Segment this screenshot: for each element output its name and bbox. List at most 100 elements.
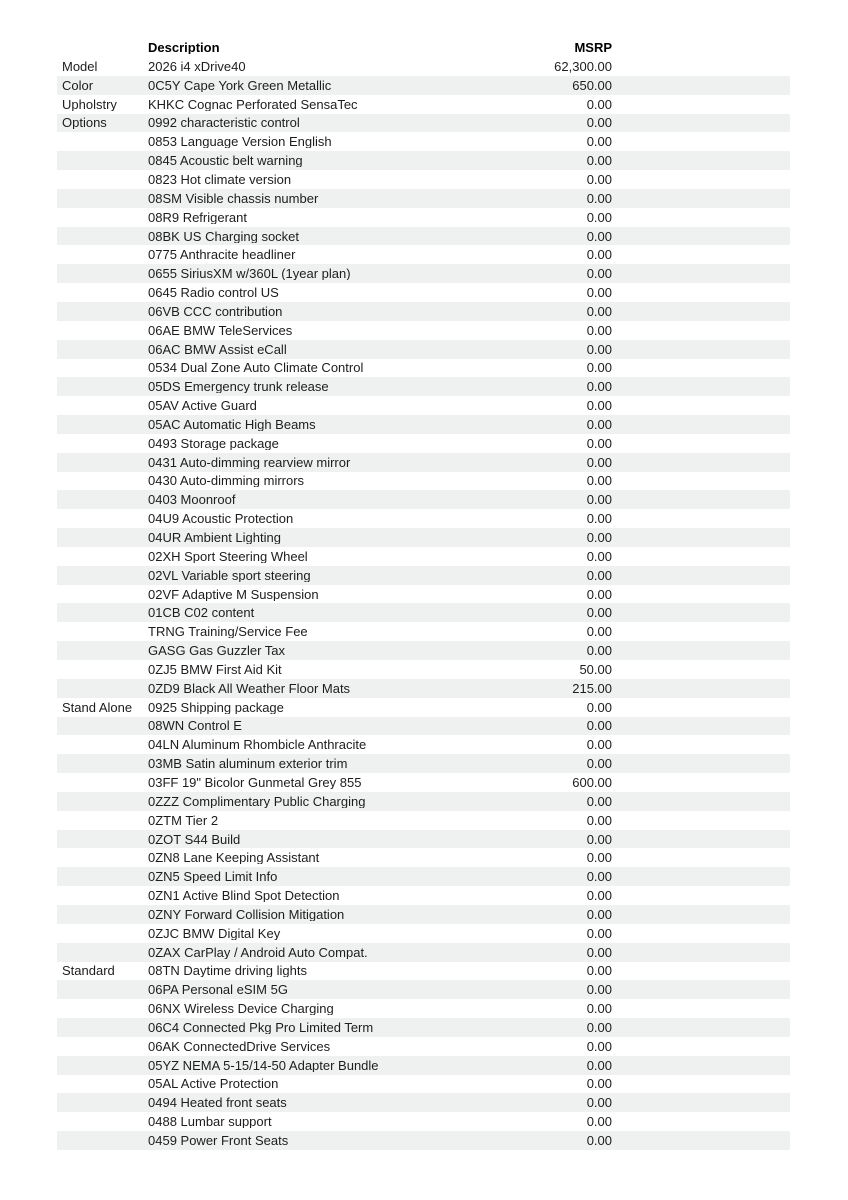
row-description: 0ZNY Forward Collision Mitigation [148,907,345,921]
row-description: 0ZAX CarPlay / Android Auto Compat. [148,945,368,959]
row-msrp: 0.00 [586,436,612,450]
row-description: 04UR Ambient Lighting [148,531,281,545]
row-description: 0ZN8 Lane Keeping Assistant [148,851,320,865]
vehicle-options-table: Description MSRP Model 2026 i4 xDrive40 … [57,38,790,1150]
row-description: 0488 Lumbar support [148,1115,272,1129]
row-msrp: 0.00 [586,172,612,186]
row-msrp: 0.00 [586,983,612,997]
table-row: 0645 Radio control US 0.00 [57,283,790,302]
row-description: 06NX Wireless Device Charging [148,1002,334,1016]
table-row: 0493 Storage package 0.00 [57,434,790,453]
row-description: 05AV Active Guard [148,399,257,413]
table-row: 08BK US Charging socket 0.00 [57,226,790,246]
table-row: 05AL Active Protection 0.00 [57,1075,790,1094]
table-row: 0ZOT S44 Build 0.00 [57,829,790,849]
row-msrp: 0.00 [586,945,612,959]
table-row: 06PA Personal eSIM 5G 0.00 [57,980,790,1000]
table-row: 0488 Lumbar support 0.00 [57,1112,790,1131]
row-description: 0992 characteristic control [148,116,300,130]
row-msrp: 0.00 [586,851,612,865]
row-description: 03FF 19" Bicolor Gunmetal Grey 855 [148,775,362,789]
row-description: 0430 Auto-dimming mirrors [148,474,305,488]
row-description: 08R9 Refrigerant [148,210,247,224]
row-description: 05YZ NEMA 5-15/14-50 Adapter Bundle [148,1058,379,1072]
table-row: 02VF Adaptive M Suspension 0.00 [57,585,790,604]
row-description: 08BK US Charging socket [148,229,300,243]
row-msrp: 0.00 [586,267,612,281]
row-msrp: 0.00 [586,964,612,978]
row-category: Model [62,59,98,73]
table-row: 06AC BMW Assist eCall 0.00 [57,339,790,359]
row-msrp: 0.00 [586,531,612,545]
table-row: 0ZN1 Active Blind Spot Detection 0.00 [57,886,790,905]
row-msrp: 0.00 [586,417,612,431]
row-description: 03MB Satin aluminum exterior trim [148,757,348,771]
row-msrp: 0.00 [586,304,612,318]
table-row: GASG Gas Guzzler Tax 0.00 [57,641,790,660]
row-msrp: 0.00 [586,644,612,658]
row-description: 05AL Active Protection [148,1077,279,1091]
table-row: 0ZAX CarPlay / Android Auto Compat. 0.00 [57,942,790,962]
table-row: 0ZZZ Complimentary Public Charging 0.00 [57,791,790,811]
row-msrp: 0.00 [586,342,612,356]
row-msrp: 0.00 [586,625,612,639]
row-msrp: 0.00 [586,926,612,940]
table-row: 06AE BMW TeleServices 0.00 [57,321,790,340]
row-description: 0823 Hot climate version [148,172,292,186]
row-description: 0645 Radio control US [148,286,279,300]
table-row: 02VL Variable sport steering 0.00 [57,565,790,585]
table-row: 0ZJ5 BMW First Aid Kit 50.00 [57,660,790,679]
table-row: 0403 Moonroof 0.00 [57,490,790,510]
row-description: 0C5Y Cape York Green Metallic [148,78,332,92]
header-msrp-cell: MSRP [574,41,612,54]
table-row: Standard 08TN Daytime driving lights 0.0… [57,962,790,981]
row-msrp: 0.00 [586,191,612,205]
table-row: 0ZN5 Speed Limit Info 0.00 [57,867,790,887]
row-msrp: 0.00 [586,832,612,846]
row-description: 08TN Daytime driving lights [148,964,307,978]
row-description: 05AC Automatic High Beams [148,417,316,431]
row-description: GASG Gas Guzzler Tax [148,644,286,658]
row-category: Upholstry [62,97,117,111]
row-description: 2026 i4 xDrive40 [148,59,246,73]
row-msrp: 0.00 [586,700,612,714]
table-row: 0430 Auto-dimming mirrors 0.00 [57,472,790,491]
row-msrp: 0.00 [586,606,612,620]
row-description: 0845 Acoustic belt warning [148,154,303,168]
table-row: Options 0992 characteristic control 0.00 [57,113,790,133]
row-category: Options [62,116,107,130]
table-row: 05AV Active Guard 0.00 [57,396,790,415]
table-row: 06VB CCC contribution 0.00 [57,301,790,321]
table-row: 01CB C02 content 0.00 [57,603,790,623]
table-row: 0ZN8 Lane Keeping Assistant 0.00 [57,848,790,867]
table-row: 0431 Auto-dimming rearview mirror 0.00 [57,452,790,472]
row-msrp: 0.00 [586,229,612,243]
table-row: 08SM Visible chassis number 0.00 [57,188,790,208]
row-description: 0ZTM Tier 2 [148,813,219,827]
row-description: 0925 Shipping package [148,700,284,714]
row-msrp: 62,300.00 [554,59,612,73]
table-row: 03MB Satin aluminum exterior trim 0.00 [57,754,790,774]
row-description: 06C4 Connected Pkg Pro Limited Term [148,1020,374,1034]
table-row: 04U9 Acoustic Protection 0.00 [57,509,790,528]
table-row: 0494 Heated front seats 0.00 [57,1093,790,1113]
row-msrp: 0.00 [586,116,612,130]
table-row: Stand Alone 0925 Shipping package 0.00 [57,698,790,717]
row-msrp: 0.00 [586,1115,612,1129]
row-msrp: 0.00 [586,1134,612,1148]
row-description: 0494 Heated front seats [148,1096,287,1110]
row-msrp: 600.00 [572,775,612,789]
row-description: 06VB CCC contribution [148,304,283,318]
row-msrp: 0.00 [586,1058,612,1072]
row-msrp: 0.00 [586,455,612,469]
row-msrp: 0.00 [586,719,612,733]
row-msrp: 50.00 [579,662,612,676]
row-description: 0ZJ5 BMW First Aid Kit [148,662,282,676]
row-description: 04U9 Acoustic Protection [148,512,294,526]
row-msrp: 0.00 [586,738,612,752]
row-category: Color [62,78,94,92]
row-msrp: 0.00 [586,474,612,488]
row-description: 0493 Storage package [148,436,279,450]
table-row: 05YZ NEMA 5-15/14-50 Adapter Bundle 0.00 [57,1055,790,1075]
